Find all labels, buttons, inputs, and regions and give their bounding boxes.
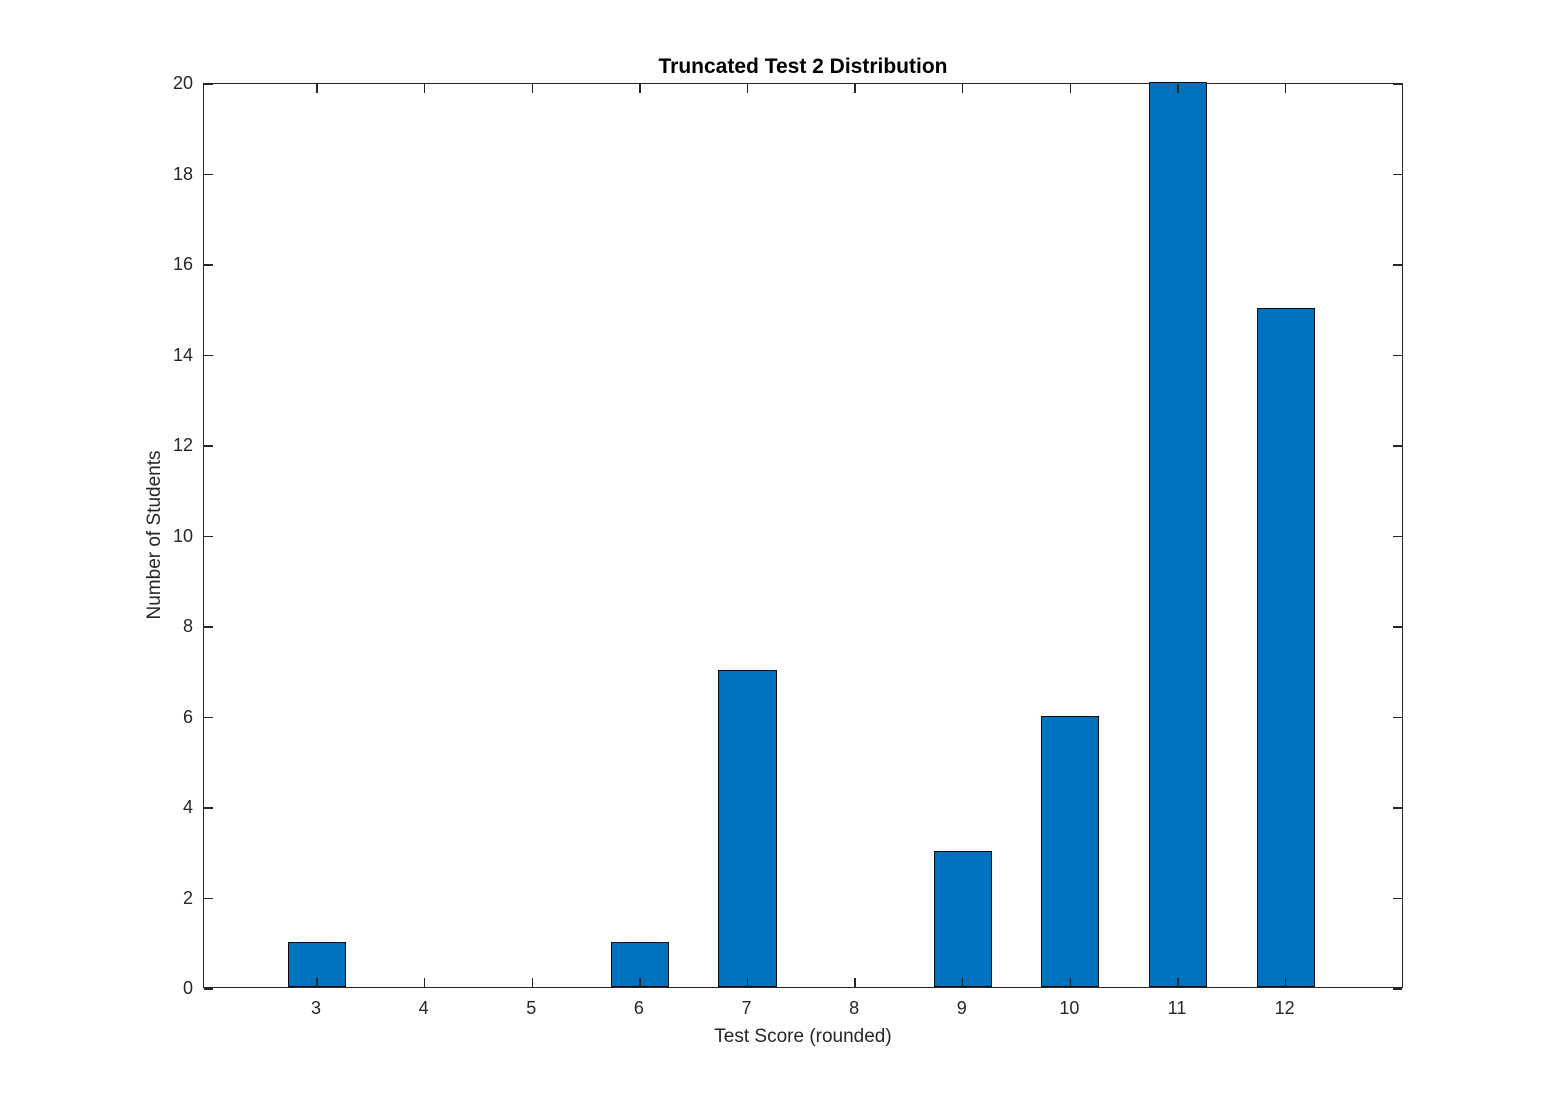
x-tick-9-top [961,84,964,93]
y-tick-6-right [1393,716,1402,719]
y-tick-4-left [204,807,213,809]
x-tick-7-top [746,84,749,93]
x-tick-3-top [316,84,318,93]
x-tick-10-bottom [1069,978,1072,987]
y-tick-18-right [1393,173,1402,176]
y-tick-8-right [1393,626,1402,628]
x-tick-label-4: 4 [418,998,429,1018]
y-tick-label-2: 2 [182,887,193,908]
x-tick-5-top [531,84,533,93]
y-tick-label-8: 8 [182,616,193,636]
bar-score-9 [933,851,992,987]
x-tick-10-top [1069,84,1072,93]
x-tick-7-bottom [746,978,749,987]
x-tick-6-bottom [639,978,641,987]
x-tick-label-11: 11 [1167,998,1187,1018]
chart-title: Truncated Test 2 Distribution [658,55,948,78]
y-tick-10-left [204,535,213,538]
x-tick-11-top [1177,84,1179,93]
y-tick-label-4: 4 [182,797,193,817]
bar-score-7 [718,670,777,987]
y-tick-label-0: 0 [182,978,193,998]
x-tick-8-top [854,84,856,93]
x-tick-label-7: 7 [741,998,752,1018]
y-tick-2-left [204,897,213,900]
x-tick-6-top [639,84,641,93]
bar-score-12 [1256,308,1315,987]
y-tick-label-14: 14 [172,344,193,365]
x-tick-8-bottom [854,978,856,987]
x-axis-label: Test Score (rounded) [714,1026,892,1047]
y-tick-6-left [204,716,213,719]
y-tick-18-left [204,173,213,176]
x-tick-5-bottom [531,978,533,987]
y-tick-8-left [204,626,213,628]
y-tick-label-6: 6 [182,706,193,727]
x-tick-label-9: 9 [956,998,967,1018]
y-tick-16-left [204,264,213,266]
x-tick-label-10: 10 [1059,998,1080,1018]
y-tick-label-18: 18 [172,163,193,184]
x-tick-12-bottom [1284,978,1287,987]
y-tick-12-left [204,445,213,447]
x-tick-12-top [1284,84,1287,93]
y-tick-label-10: 10 [172,525,193,546]
y-tick-2-right [1393,897,1402,900]
x-tick-label-3: 3 [310,998,321,1018]
y-tick-20-left [204,83,213,85]
y-tick-12-right [1393,445,1402,447]
x-tick-4-bottom [423,978,426,987]
x-tick-11-bottom [1177,978,1179,987]
x-tick-label-5: 5 [526,998,537,1018]
y-tick-14-left [204,354,213,357]
bar-score-10 [1041,715,1100,987]
y-tick-16-right [1393,264,1402,266]
x-tick-4-top [423,84,426,93]
y-tick-14-right [1393,354,1402,357]
x-tick-9-bottom [961,978,964,987]
y-tick-label-12: 12 [172,435,193,455]
plot-area [203,82,1403,990]
y-tick-label-16: 16 [172,254,193,274]
bar-score-11 [1148,82,1208,987]
y-tick-20-right [1393,83,1402,85]
x-tick-label-12: 12 [1274,998,1295,1018]
y-tick-0-left [204,988,213,990]
y-tick-0-right [1393,988,1402,990]
y-tick-10-right [1393,535,1402,538]
y-tick-4-right [1393,807,1402,809]
x-tick-3-bottom [316,978,318,987]
y-tick-label-20: 20 [172,73,193,93]
x-tick-label-6: 6 [633,998,644,1018]
x-tick-label-8: 8 [849,998,860,1018]
